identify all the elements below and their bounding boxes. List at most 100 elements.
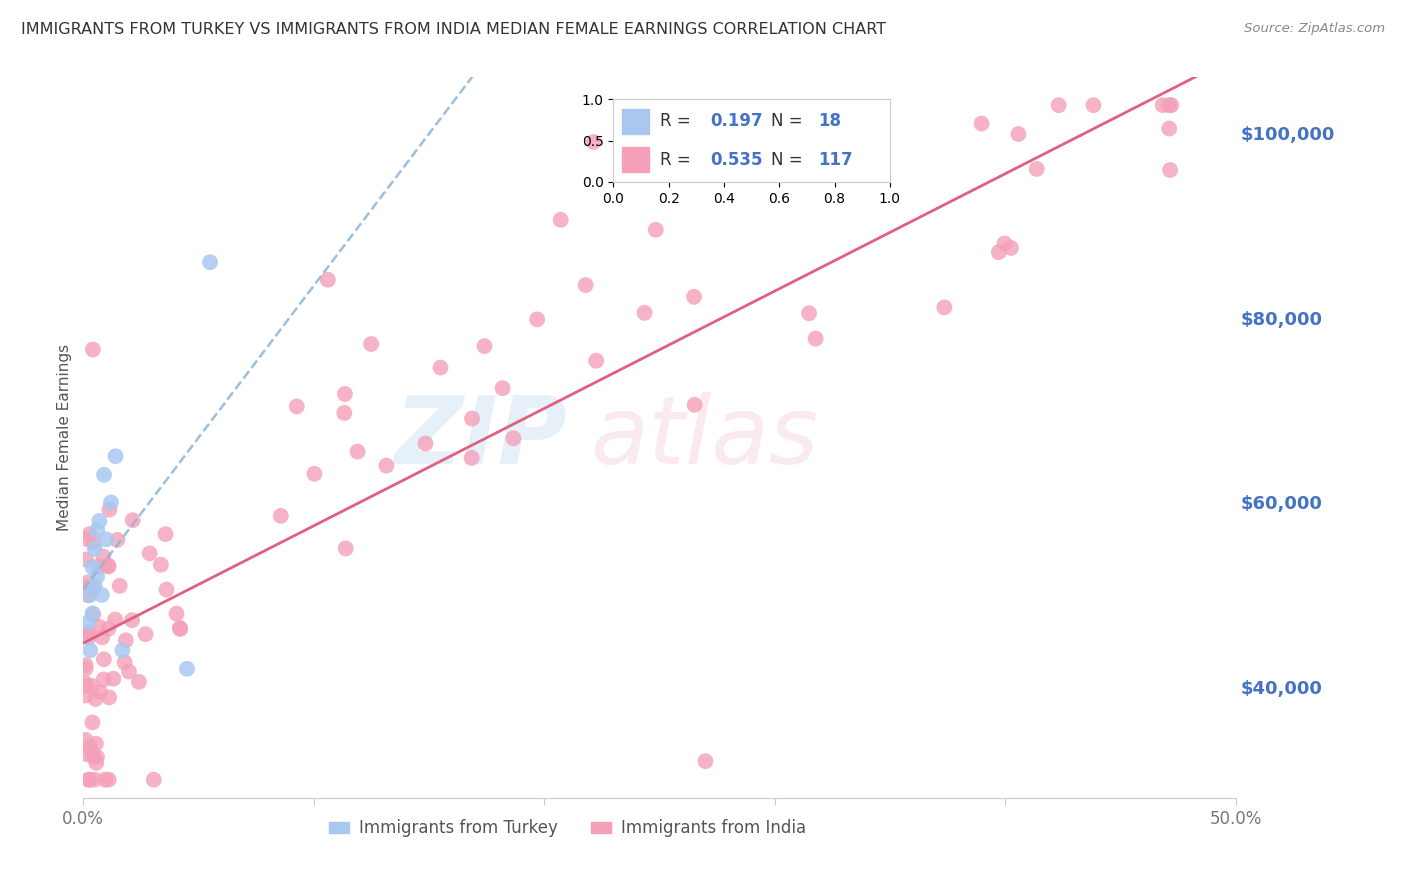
- Point: [103, 672, 125, 686]
- Point: [75, 658, 97, 673]
- Text: atlas: atlas: [591, 392, 818, 483]
- Point: [86, 750, 108, 764]
- Point: [121, 513, 143, 527]
- Point: [83, 536, 105, 550]
- Point: [934, 301, 956, 315]
- Point: [1047, 98, 1070, 112]
- Point: [550, 213, 572, 227]
- Point: [176, 662, 198, 676]
- Point: [316, 273, 339, 287]
- Point: [118, 665, 141, 679]
- Point: [346, 444, 368, 458]
- Point: [91, 549, 114, 564]
- Point: [75, 552, 97, 566]
- Point: [575, 278, 598, 293]
- Point: [804, 332, 827, 346]
- Point: [96, 533, 118, 547]
- Point: [461, 411, 484, 425]
- Point: [526, 312, 548, 326]
- Point: [83, 772, 105, 787]
- Text: Source: ZipAtlas.com: Source: ZipAtlas.com: [1244, 22, 1385, 36]
- Point: [138, 546, 160, 560]
- Point: [474, 339, 496, 353]
- Point: [79, 527, 101, 541]
- Point: [104, 450, 127, 464]
- Point: [335, 541, 357, 556]
- Point: [98, 690, 121, 705]
- Point: [80, 747, 103, 761]
- Point: [77, 575, 100, 590]
- Point: [105, 533, 128, 547]
- Point: [82, 715, 104, 730]
- Point: [304, 467, 326, 481]
- Point: [360, 337, 382, 351]
- Point: [1160, 98, 1182, 112]
- Point: [683, 290, 706, 304]
- Text: IMMIGRANTS FROM TURKEY VS IMMIGRANTS FROM INDIA MEDIAN FEMALE EARNINGS CORRELATI: IMMIGRANTS FROM TURKEY VS IMMIGRANTS FRO…: [21, 22, 886, 37]
- Point: [83, 579, 105, 593]
- Point: [76, 627, 98, 641]
- Point: [970, 117, 993, 131]
- Point: [111, 643, 134, 657]
- Point: [75, 747, 97, 761]
- Point: [75, 689, 97, 703]
- Point: [84, 692, 107, 706]
- Point: [97, 558, 120, 573]
- Point: [82, 607, 104, 622]
- Point: [333, 406, 356, 420]
- Point: [1000, 241, 1022, 255]
- Point: [84, 737, 107, 751]
- Point: [97, 772, 120, 787]
- Point: [90, 588, 112, 602]
- Point: [633, 306, 655, 320]
- Point: [1159, 98, 1181, 112]
- Point: [82, 581, 104, 595]
- Point: [82, 343, 104, 357]
- Point: [429, 360, 451, 375]
- Point: [155, 527, 177, 541]
- Point: [128, 674, 150, 689]
- Point: [89, 620, 111, 634]
- Point: [93, 652, 115, 666]
- Point: [100, 495, 122, 509]
- Point: [415, 436, 437, 450]
- Legend: Immigrants from Turkey, Immigrants from India: Immigrants from Turkey, Immigrants from …: [322, 813, 813, 844]
- Point: [285, 400, 308, 414]
- Point: [114, 633, 136, 648]
- Point: [1159, 163, 1181, 178]
- Point: [169, 622, 191, 636]
- Point: [155, 582, 177, 597]
- Point: [93, 467, 115, 482]
- Point: [79, 643, 101, 657]
- Point: [77, 772, 100, 787]
- Point: [75, 679, 97, 693]
- Point: [121, 613, 143, 627]
- Point: [104, 612, 127, 626]
- Point: [169, 621, 191, 635]
- Point: [198, 255, 221, 269]
- Point: [460, 450, 482, 465]
- Y-axis label: Median Female Earnings: Median Female Earnings: [58, 344, 72, 532]
- Point: [1083, 98, 1105, 112]
- Point: [683, 398, 706, 412]
- Point: [149, 558, 172, 572]
- Point: [114, 656, 136, 670]
- Point: [97, 622, 120, 636]
- Point: [84, 756, 107, 770]
- Text: ZIP: ZIP: [394, 392, 567, 483]
- Point: [91, 631, 114, 645]
- Point: [82, 607, 104, 621]
- Point: [83, 541, 105, 556]
- Point: [993, 236, 1015, 251]
- Point: [77, 630, 100, 644]
- Point: [98, 502, 121, 516]
- Point: [79, 739, 101, 754]
- Point: [644, 223, 666, 237]
- Point: [77, 580, 100, 594]
- Point: [82, 560, 104, 574]
- Point: [582, 135, 605, 149]
- Point: [491, 381, 513, 395]
- Point: [135, 627, 157, 641]
- Point: [86, 569, 108, 583]
- Point: [77, 588, 100, 602]
